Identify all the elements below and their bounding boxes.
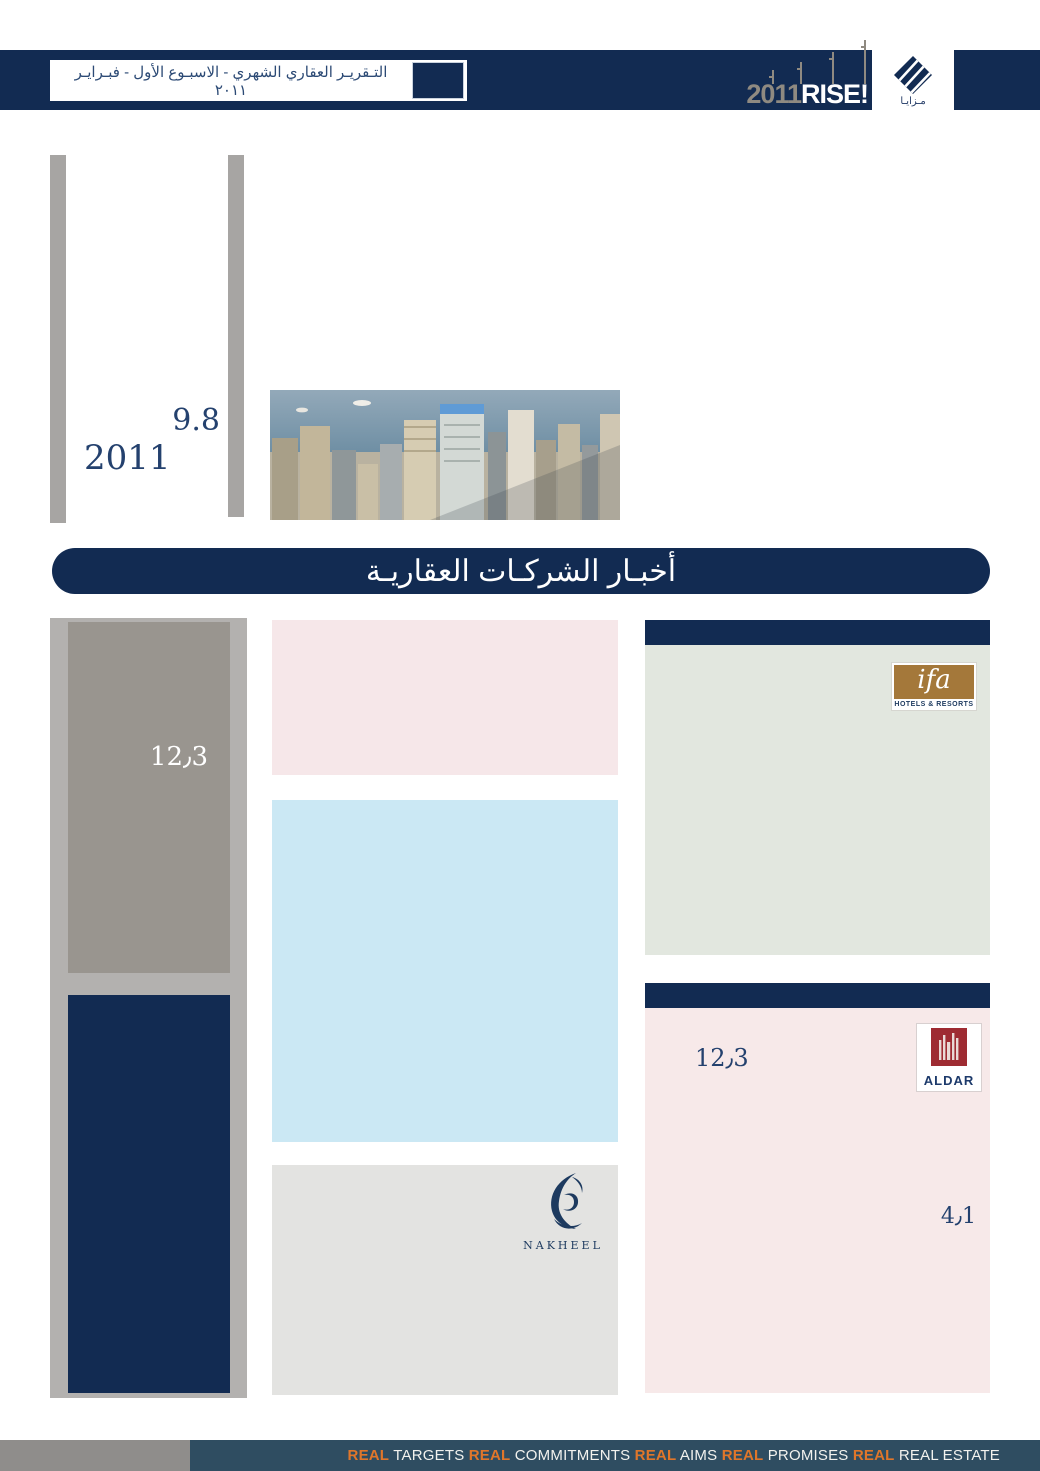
rise-year: 2011 bbox=[746, 79, 802, 109]
footer-real-word: REAL bbox=[852, 1447, 895, 1464]
mazaya-logo-box: مـزايـا bbox=[872, 50, 954, 110]
right-rail bbox=[228, 155, 244, 517]
aldar-value-1: 12٫3 bbox=[695, 1044, 749, 1072]
footer-word: REAL ESTATE bbox=[894, 1447, 1000, 1464]
report-title: التـقريـر العقاري الشهري - الاسبـوع الأو… bbox=[74, 63, 388, 99]
aldar-panel: 12٫3 ALDAR 4٫1 bbox=[645, 1008, 990, 1393]
stat-panel-navy bbox=[68, 995, 230, 1393]
stat-panel-gray: 12٫3 bbox=[68, 622, 230, 973]
ifa-panel-header bbox=[645, 620, 990, 645]
hero-year: 2011 bbox=[84, 438, 171, 478]
rise-tick-icon bbox=[797, 68, 802, 70]
article-block-pink bbox=[272, 620, 618, 775]
ifa-logo-mark: ifa bbox=[894, 665, 974, 699]
section-banner-title: أخبـار الشركـات العقاريـة bbox=[365, 554, 677, 588]
footer-gray-block bbox=[0, 1440, 190, 1471]
footer-word: PROMISES bbox=[763, 1447, 853, 1464]
header-right-block bbox=[954, 50, 1040, 110]
aldar-building-icon bbox=[931, 1028, 967, 1066]
city-skyline-photo bbox=[270, 390, 620, 520]
stat-gray-value: 12٫3 bbox=[149, 742, 208, 772]
ifa-logo-caption: HOTELS & RESORTS bbox=[894, 701, 974, 708]
article-block-gray: NAKHEEL bbox=[272, 1165, 618, 1395]
report-title-box: التـقريـر العقاري الشهري - الاسبـوع الأو… bbox=[50, 60, 467, 101]
footer-word: TARGETS bbox=[389, 1447, 469, 1464]
section-banner: أخبـار الشركـات العقاريـة bbox=[52, 548, 990, 594]
title-accent-square bbox=[412, 62, 464, 99]
rise-word: RISE! bbox=[800, 79, 869, 109]
footer-real-word: REAL bbox=[634, 1447, 677, 1464]
nakheel-swirl-icon bbox=[551, 1173, 583, 1229]
aldar-value-2: 4٫1 bbox=[940, 1204, 976, 1229]
hero-value: 9.8 bbox=[172, 403, 220, 438]
footer-word: COMMITMENTS bbox=[510, 1447, 635, 1464]
mazaya-diamond-icon bbox=[894, 56, 932, 94]
rise-tick-icon bbox=[769, 76, 774, 78]
footer-real-word: REAL bbox=[721, 1447, 764, 1464]
rise-wordmark: 2011RISE! bbox=[746, 79, 869, 110]
footer-real-word: REAL bbox=[468, 1447, 511, 1464]
aldar-wordmark: ALDAR bbox=[923, 1073, 975, 1088]
footer-real-word: REAL bbox=[347, 1447, 390, 1464]
nakheel-wordmark: NAKHEEL bbox=[523, 1239, 603, 1252]
mazaya-wordmark: مـزايـا bbox=[900, 96, 926, 107]
rise-tick-icon bbox=[829, 58, 834, 60]
rise-bar-icon bbox=[832, 52, 834, 84]
ifa-panel: ifa HOTELS & RESORTS bbox=[645, 645, 990, 955]
rise-logo: 2011RISE! bbox=[746, 40, 872, 110]
aldar-logo: ALDAR bbox=[916, 1023, 982, 1092]
rise-bar-icon bbox=[864, 40, 866, 84]
footer-tagline: REAL TARGETS REAL COMMITMENTS REAL AIMS … bbox=[190, 1440, 1040, 1471]
rise-bar-icon bbox=[800, 62, 802, 84]
article-block-blue bbox=[272, 800, 618, 1142]
rise-tick-icon bbox=[861, 46, 866, 48]
aldar-panel-header bbox=[645, 983, 990, 1008]
footer-word: AIMS bbox=[676, 1447, 722, 1464]
nakheel-logo: NAKHEEL bbox=[518, 1171, 608, 1252]
ifa-logo: ifa HOTELS & RESORTS bbox=[892, 663, 976, 710]
left-rail bbox=[50, 155, 66, 523]
